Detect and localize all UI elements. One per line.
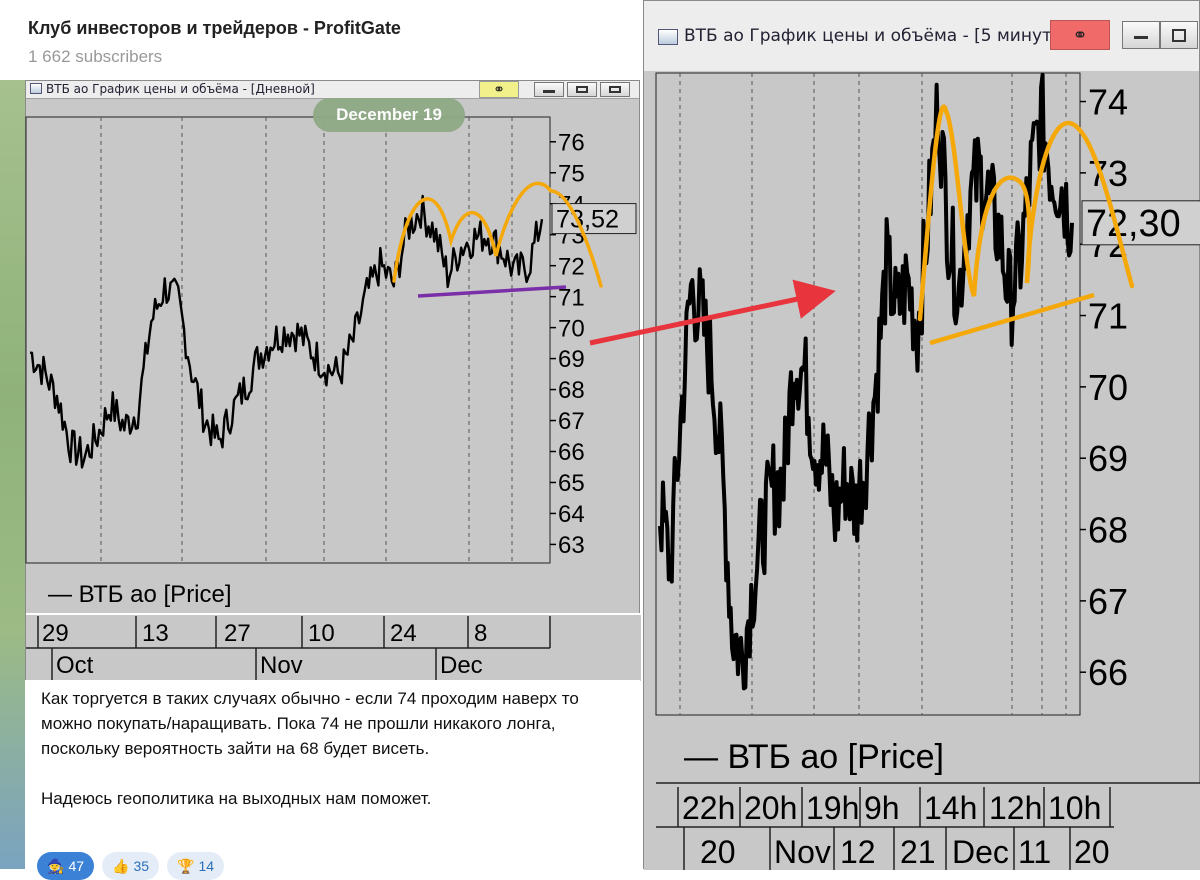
daily-window-titlebar[interactable]: ВТБ ао График цены и объёма - [Дневной] … <box>26 81 639 99</box>
x-month-label: Oct <box>56 652 94 679</box>
y-tick-label: 70 <box>1088 367 1128 408</box>
reactions-bar: 🧙 47 👍 35 🏆 14 <box>37 852 225 880</box>
chart-window-icon <box>30 83 42 94</box>
maximize-button[interactable] <box>567 82 597 97</box>
restore-button[interactable] <box>600 82 630 97</box>
x-time-label: 22h <box>682 790 735 826</box>
y-tick-label: 65 <box>558 470 585 497</box>
support-line <box>417 285 567 298</box>
y-tick-label: 63 <box>558 532 585 559</box>
reaction-button[interactable]: 👍 35 <box>102 852 160 880</box>
reaction-count: 47 <box>68 858 85 874</box>
channel-header[interactable]: Клуб инвесторов и трейдеров - ProfitGate… <box>0 0 640 80</box>
x-date-label: 20 <box>700 834 736 870</box>
link-icon[interactable]: ⚭ <box>1050 20 1110 50</box>
x-day-label: 27 <box>224 620 251 647</box>
daily-price-chart: 767574737271706968676665646373,52— ВТБ а… <box>25 116 641 681</box>
support-line <box>929 292 1095 346</box>
chart-window-icon <box>658 29 678 45</box>
message-text: Как торгуется в таких случаях обычно - е… <box>41 689 579 808</box>
trophy-icon: 🏆 <box>177 857 195 874</box>
price-line <box>29 194 544 469</box>
y-tick-label: 68 <box>558 377 585 404</box>
price-line <box>658 72 1074 691</box>
x-date-label: 20 <box>1074 834 1110 870</box>
series-legend: — ВТБ ао [Price] <box>684 738 944 776</box>
message-bubble: Как торгуется в таких случаях обычно - е… <box>25 680 640 880</box>
y-tick-label: 67 <box>1088 581 1128 622</box>
y-tick-label: 74 <box>1088 81 1128 122</box>
mage-icon: 🧙 <box>47 857 65 874</box>
intraday-chart-window: ВТБ ао График цены и объёма - [5 минут] … <box>643 0 1200 870</box>
y-tick-label: 66 <box>558 439 585 466</box>
thumbs-up-icon: 👍 <box>112 857 130 874</box>
x-day-label: 10 <box>308 620 335 647</box>
x-month-label: Dec <box>440 652 483 679</box>
price-tag: 72,30 <box>1086 203 1181 245</box>
double-top-arcs <box>392 181 603 288</box>
daily-window-title: ВТБ ао График цены и объёма - [Дневной] <box>46 82 315 96</box>
price-tag: 73,52 <box>556 206 619 234</box>
y-tick-label: 75 <box>558 160 585 187</box>
x-month-label: Nov <box>260 652 303 679</box>
y-tick-label: 71 <box>1088 295 1128 336</box>
reaction-button[interactable]: 🧙 47 <box>37 852 95 880</box>
x-day-label: 13 <box>142 620 169 647</box>
x-time-label: 10h <box>1048 790 1101 826</box>
y-tick-label: 68 <box>1088 509 1128 550</box>
intraday-window-title: ВТБ ао График цены и объёма - [5 минут] <box>684 26 1059 46</box>
minimize-button[interactable] <box>1122 21 1160 49</box>
plot-area <box>655 72 1081 716</box>
y-tick-label: 66 <box>1088 652 1128 693</box>
y-tick-label: 69 <box>558 346 585 373</box>
date-pill: December 19 <box>313 98 465 132</box>
x-date-label: Dec <box>952 834 1009 870</box>
reaction-button[interactable]: 🏆 14 <box>167 852 225 880</box>
x-day-label: 8 <box>474 620 487 647</box>
x-day-label: 29 <box>42 620 69 647</box>
y-tick-label: 70 <box>558 315 585 342</box>
price-tag-box <box>551 203 637 235</box>
y-tick-label: 69 <box>1088 438 1128 479</box>
x-date-label: 11 <box>1018 834 1051 870</box>
y-tick-label: 72 <box>558 253 585 280</box>
plot-area <box>25 116 551 564</box>
reaction-count: 35 <box>133 858 150 874</box>
x-time-label: 14h <box>924 790 977 826</box>
triple-top-arcs <box>917 104 1135 322</box>
y-tick-label: 67 <box>558 408 585 435</box>
maximize-button[interactable] <box>1160 21 1198 49</box>
subscriber-count: 1 662 subscribers <box>28 47 163 66</box>
reaction-count: 14 <box>198 858 215 874</box>
daily-chart-window: ВТБ ао График цены и объёма - [Дневной] … <box>25 80 641 681</box>
x-time-label: 9h <box>864 790 900 826</box>
x-time-label: 20h <box>744 790 797 826</box>
x-date-label: 12 <box>840 834 876 870</box>
y-tick-label: 76 <box>558 129 585 156</box>
y-tick-label: 64 <box>558 501 585 528</box>
price-tag-box <box>1081 200 1200 246</box>
chat-background <box>0 80 25 869</box>
x-time-label: 19h <box>806 790 859 826</box>
link-icon[interactable]: ⚭ <box>479 81 519 98</box>
minimize-button[interactable] <box>534 82 564 97</box>
x-date-label: Nov <box>774 834 831 870</box>
intraday-price-chart: 74737271706968676672,30— ВТБ ао [Price]2… <box>644 72 1200 870</box>
x-day-label: 24 <box>390 620 417 647</box>
x-time-label: 12h <box>989 790 1042 826</box>
series-legend: — ВТБ ао [Price] <box>48 581 232 608</box>
channel-title: Клуб инвесторов и трейдеров - ProfitGate <box>28 18 401 38</box>
intraday-window-titlebar[interactable]: ВТБ ао График цены и объёма - [5 минут] … <box>644 1 1199 71</box>
x-date-label: 21 <box>900 834 936 870</box>
